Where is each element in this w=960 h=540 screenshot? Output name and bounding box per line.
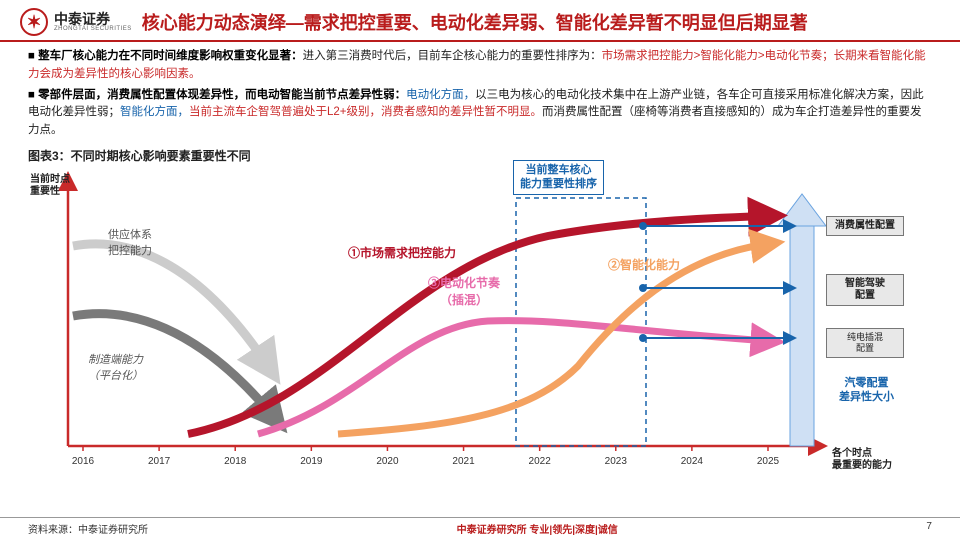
- footer: 资料来源：中泰证券研究所 中泰证券研究所 专业|领先|深度|诚信 7: [0, 517, 960, 536]
- logo-icon: ✶: [20, 8, 48, 36]
- svg-text:2021: 2021: [452, 456, 475, 467]
- svg-text:2024: 2024: [681, 456, 704, 467]
- y-axis-label: 当前时点 重要性: [30, 174, 70, 198]
- chart: 2016 2017 2018 2019 2020 2021 2022 2023 2024 2025…: [28, 166, 932, 476]
- right-label-2: 智能驾驶 配置: [826, 274, 904, 306]
- svg-text:2017: 2017: [148, 456, 171, 467]
- label-supply: 供应体系 把控能力: [108, 226, 152, 258]
- bullet-list: ■ 整车厂核心能力在不同时间维度影响权重变化显著：进入第三消费时代后，目前车企核…: [0, 42, 960, 145]
- label-mfg: 制造端能力 （平台化）: [88, 351, 143, 383]
- label-demand: ①市场需求把控能力: [348, 244, 456, 261]
- bullet-2: ■ 零部件层面，消费属性配置体现差异性，而电动智能当前节点差异性弱：电动化方面，…: [28, 87, 932, 140]
- header: ✶ 中泰证券 ZHONGTAI SECURITIES 核心能力动态演绎—需求把控…: [0, 0, 960, 42]
- label-intel: ②智能化能力: [608, 256, 680, 273]
- label-ev: ③电动化节奏 （插混）: [428, 274, 500, 308]
- chart-svg: 2016 2017 2018 2019 2020 2021 2022 2023 2024 2025: [28, 166, 932, 476]
- footer-mid: 中泰证券研究所 专业|领先|深度|诚信: [457, 521, 618, 536]
- x-axis-label: 各个时点 最重要的能力: [832, 448, 892, 472]
- callout-box: 当前整车核心 能力重要性排序: [513, 160, 604, 195]
- svg-text:2025: 2025: [757, 456, 780, 467]
- svg-text:2022: 2022: [529, 456, 552, 467]
- right-label-3: 纯电插混 配置: [826, 328, 904, 358]
- bullet-1: ■ 整车厂核心能力在不同时间维度影响权重变化显著：进入第三消费时代后，目前车企核…: [28, 48, 932, 84]
- chart-title: 图表3：不同时期核心影响要素重要性不同: [0, 145, 960, 166]
- slide-title: 核心能力动态演绎—需求把控重要、电动化差异弱、智能化差异暂不明显但后期显著: [142, 9, 808, 35]
- svg-text:2023: 2023: [605, 456, 628, 467]
- logo-cn: 中泰证券: [54, 12, 132, 26]
- footer-page: 7: [926, 521, 932, 536]
- range-label: 汽零配置 差异性大小: [839, 376, 894, 405]
- x-ticks: 2016 2017 2018 2019 2020 2021 2022 2023 2024 2025: [72, 446, 780, 467]
- svg-text:2019: 2019: [300, 456, 323, 467]
- svg-text:2018: 2018: [224, 456, 247, 467]
- big-blue-arrow: [778, 194, 826, 446]
- logo: ✶ 中泰证券 ZHONGTAI SECURITIES: [20, 8, 132, 36]
- footer-source: 资料来源：中泰证券研究所: [28, 521, 148, 536]
- svg-text:2020: 2020: [376, 456, 399, 467]
- right-label-1: 消费属性配置: [826, 216, 904, 236]
- curve-supply: [73, 244, 268, 366]
- logo-en: ZHONGTAI SECURITIES: [54, 26, 132, 32]
- svg-text:2016: 2016: [72, 456, 95, 467]
